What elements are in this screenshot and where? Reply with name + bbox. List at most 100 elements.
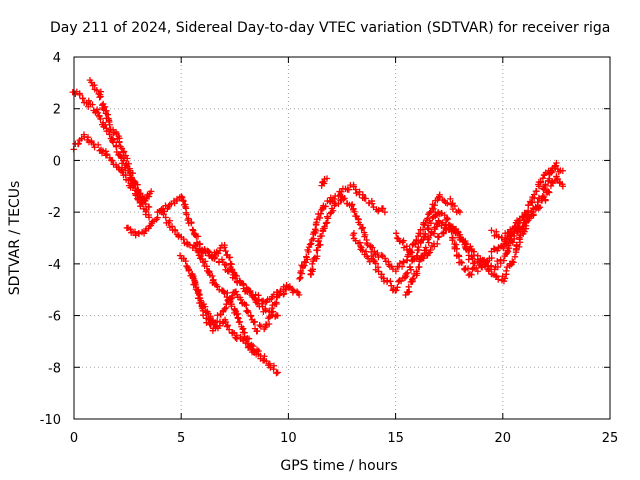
- data-point: [482, 261, 489, 269]
- data-point: [257, 323, 265, 330]
- data-point: [520, 223, 527, 230]
- data-point: [226, 266, 234, 273]
- data-point: [251, 294, 258, 302]
- data-point: [498, 234, 505, 241]
- data-point: [356, 188, 363, 196]
- data-point: [210, 276, 217, 284]
- data-point: [285, 283, 292, 291]
- data-point: [106, 131, 113, 138]
- data-point: [101, 103, 109, 110]
- data-point: [516, 236, 523, 243]
- data-point: [316, 214, 324, 222]
- data-point: [97, 115, 104, 123]
- data-point: [368, 200, 376, 207]
- data-point: [322, 220, 330, 227]
- data-point: [444, 215, 451, 223]
- data-point: [76, 91, 83, 99]
- series-track-i: [296, 181, 389, 282]
- data-point: [448, 228, 455, 235]
- data-point: [233, 272, 241, 280]
- data-point: [392, 267, 400, 275]
- series-track-c: [86, 76, 155, 205]
- data-point: [195, 248, 203, 256]
- data-point: [452, 241, 460, 248]
- y-tick-label: -2: [48, 206, 61, 221]
- data-point: [422, 244, 429, 251]
- data-point: [273, 369, 280, 377]
- data-point: [465, 256, 472, 263]
- data-point: [470, 251, 478, 259]
- data-point: [515, 243, 523, 251]
- data-point: [381, 208, 389, 216]
- data-point: [280, 290, 288, 297]
- data-point: [379, 205, 387, 212]
- data-point: [548, 167, 555, 175]
- data-point: [542, 196, 549, 203]
- data-point: [228, 303, 235, 310]
- y-axis-label: SDTVAR / TECUs: [7, 181, 23, 296]
- data-point: [349, 231, 357, 239]
- x-tick-label: 25: [602, 431, 619, 446]
- data-point: [341, 195, 348, 202]
- data-point: [559, 167, 567, 174]
- y-tick-label: -6: [48, 310, 61, 325]
- data-point: [166, 217, 173, 224]
- data-point: [109, 157, 116, 164]
- data-point: [162, 214, 169, 221]
- data-point: [104, 111, 112, 118]
- data-point: [453, 245, 460, 253]
- data-point: [513, 227, 521, 234]
- data-point: [263, 358, 270, 365]
- data-point: [79, 95, 86, 102]
- data-point: [207, 321, 215, 328]
- y-tick-label: -4: [48, 258, 61, 273]
- data-point: [182, 257, 189, 265]
- data-point: [503, 271, 510, 278]
- data-point: [494, 263, 502, 271]
- data-point: [89, 101, 96, 108]
- data-point: [227, 297, 234, 305]
- data-point: [430, 205, 437, 213]
- data-point: [409, 276, 416, 283]
- data-point: [90, 140, 97, 148]
- data-point: [171, 227, 179, 234]
- x-tick-label: 5: [177, 431, 185, 446]
- data-point: [269, 311, 276, 319]
- data-point: [189, 226, 196, 233]
- data-point: [75, 140, 82, 147]
- data-point: [488, 254, 495, 262]
- x-tick-label: 10: [280, 431, 297, 446]
- data-point: [528, 199, 535, 206]
- data-point: [473, 264, 480, 272]
- data-point: [436, 191, 443, 198]
- data-point: [362, 195, 369, 202]
- data-point: [265, 320, 273, 328]
- data-point: [502, 236, 509, 243]
- data-point: [245, 288, 253, 295]
- data-point: [194, 233, 202, 240]
- data-point: [462, 239, 469, 247]
- data-point: [454, 228, 462, 235]
- data-point: [353, 189, 360, 197]
- data-point: [255, 296, 263, 303]
- data-point: [526, 215, 533, 222]
- data-point: [356, 239, 364, 246]
- y-tick-label: -10: [40, 413, 61, 428]
- data-point: [426, 209, 433, 217]
- data-point: [192, 242, 199, 250]
- x-tick-label: 15: [387, 431, 404, 446]
- data-point: [435, 233, 443, 241]
- data-point: [317, 210, 325, 217]
- data-point: [406, 263, 414, 271]
- data-point: [463, 240, 470, 248]
- data-point: [530, 191, 538, 198]
- data-point: [85, 97, 92, 104]
- plot-frame: [73, 56, 611, 420]
- data-point: [222, 318, 230, 326]
- data-point: [183, 211, 190, 218]
- data-point: [120, 148, 128, 155]
- data-point: [409, 274, 417, 282]
- data-point: [154, 214, 161, 221]
- data-point: [359, 191, 367, 198]
